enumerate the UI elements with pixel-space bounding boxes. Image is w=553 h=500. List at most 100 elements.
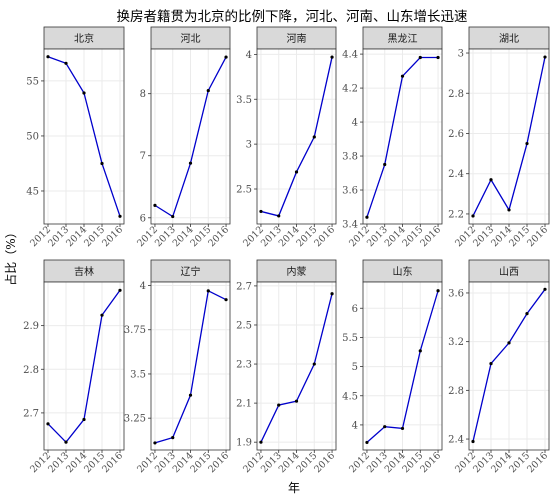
- data-point: [224, 298, 228, 302]
- y-tick-label: 3: [458, 49, 464, 60]
- y-tick-label: 4.4: [342, 50, 358, 61]
- panel-strip-label: 吉林: [74, 265, 94, 278]
- x-tick-label: 2016: [312, 224, 337, 249]
- data-point: [400, 74, 405, 78]
- data-point: [365, 440, 369, 445]
- y-tick-label: 6: [352, 304, 358, 315]
- panel-strip-label: 河南: [287, 32, 307, 45]
- y-tick-label: 50: [26, 131, 39, 142]
- data-point: [188, 161, 193, 165]
- panel-strip-label: 山西: [499, 266, 519, 278]
- data-point: [543, 287, 547, 291]
- data-point: [100, 313, 104, 317]
- data-point: [330, 55, 334, 59]
- data-point: [525, 312, 529, 316]
- data-point: [471, 214, 475, 218]
- y-tick-label: 6: [140, 213, 146, 224]
- y-tick-label: 3.5: [130, 369, 146, 380]
- panel-strip-label: 辽宁: [181, 265, 201, 278]
- panel-strip-label: 黑龙江: [388, 32, 418, 45]
- y-tick-label: 3.75: [124, 325, 146, 336]
- data-point: [153, 203, 157, 207]
- y-tick-label: 55: [26, 76, 39, 87]
- x-tick-label: 2016: [312, 450, 337, 475]
- y-tick-label: 3: [246, 140, 252, 151]
- data-point: [277, 403, 281, 407]
- y-tick-label: 5.5: [342, 333, 358, 344]
- data-point: [294, 170, 299, 174]
- x-tick-label: 2016: [100, 450, 125, 475]
- data-point: [259, 440, 263, 444]
- data-point: [525, 141, 529, 146]
- data-point: [330, 292, 334, 296]
- y-tick-label: 4: [352, 118, 358, 129]
- y-tick-label: 2.4: [448, 169, 464, 180]
- y-tick-label: 3.5: [236, 95, 252, 106]
- y-tick-label: 45: [26, 186, 39, 197]
- data-point: [312, 362, 316, 366]
- y-tick-label: 1.9: [236, 438, 252, 449]
- data-point: [188, 393, 193, 397]
- y-tick-label: 2.6: [448, 129, 464, 140]
- y-tick-label: 4: [246, 50, 252, 61]
- y-tick-label: 2.3: [236, 360, 252, 371]
- y-tick-label: 2.5: [236, 185, 252, 196]
- data-point: [471, 439, 475, 444]
- y-tick-label: 2.8: [23, 365, 39, 376]
- data-point: [206, 88, 210, 93]
- data-point: [418, 349, 422, 353]
- data-point: [507, 208, 511, 212]
- data-point: [436, 289, 440, 293]
- data-point: [259, 209, 263, 214]
- data-point: [100, 161, 104, 166]
- data-point: [383, 425, 387, 429]
- data-point: [118, 214, 122, 218]
- x-tick-label: 2016: [418, 450, 443, 475]
- x-tick-label: 2016: [418, 224, 443, 249]
- y-tick-label: 2.7: [236, 281, 252, 292]
- y-tick-label: 2.7: [23, 408, 39, 419]
- chart-title: 换房者籍贯为北京的比例下降，河北、河南、山东增长迅速: [117, 8, 468, 25]
- y-tick-label: 4.2: [342, 84, 358, 95]
- y-tick-label: 2.8: [448, 386, 464, 397]
- y-tick-label: 2.2: [448, 209, 464, 220]
- y-tick-label: 8: [140, 89, 146, 100]
- x-axis-label: 年: [288, 481, 300, 495]
- y-tick-label: 4: [140, 281, 146, 292]
- y-tick-label: 7: [140, 151, 146, 162]
- y-tick-label: 3.4: [342, 220, 358, 231]
- x-tick-label: 2016: [525, 224, 550, 249]
- data-point: [436, 55, 440, 60]
- x-tick-label: 2016: [100, 224, 125, 249]
- data-point: [118, 288, 122, 292]
- x-tick-label: 2016: [525, 450, 550, 475]
- y-tick-label: 3.6: [342, 186, 358, 197]
- data-point: [64, 440, 68, 444]
- panel-strip-label: 山东: [393, 265, 413, 278]
- panel-strip-label: 湖北: [499, 33, 519, 45]
- data-point: [418, 55, 422, 60]
- data-point: [46, 422, 50, 426]
- data-point: [153, 441, 157, 445]
- panel-strip-label: 北京: [74, 32, 94, 45]
- data-point: [224, 55, 228, 59]
- y-tick-label: 3.6: [448, 288, 464, 299]
- data-point: [489, 178, 493, 182]
- y-tick-label: 2.4: [448, 435, 464, 446]
- x-tick-label: 2016: [206, 224, 231, 249]
- y-tick-label: 3.25: [124, 414, 146, 425]
- data-point: [383, 162, 387, 167]
- data-point: [400, 426, 405, 431]
